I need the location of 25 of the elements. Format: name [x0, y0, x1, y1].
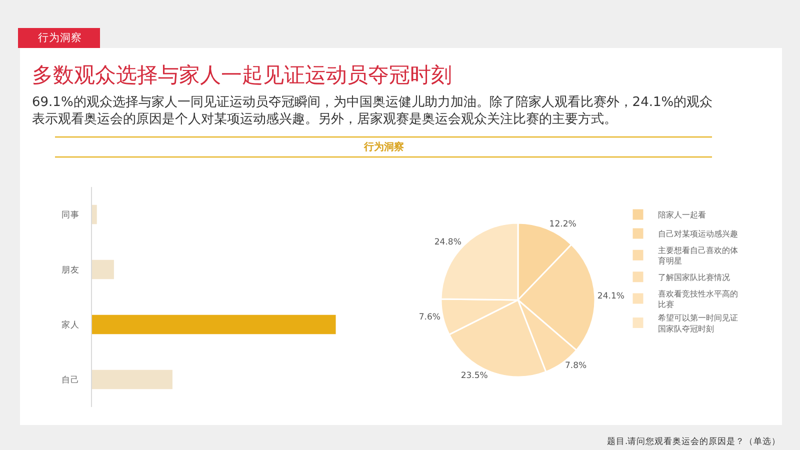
text: 69.1%的观众选择与家人一同见证运动员夺冠瞬间，为中国奥运健儿助力加油。除了陪家人观看比赛外，24.1%的观众表示观看奥运会的原因是个人对某项运动感兴趣。另外，居家观赛是奥运会观众关注比赛的主要方式。	[32, 94, 713, 127]
bar	[92, 370, 172, 390]
text: 题目.请问您观看奥运会的原因是？（单选）	[607, 436, 781, 447]
data-label: 7.8%	[564, 361, 587, 372]
bar	[92, 260, 114, 280]
text: 行为洞察	[38, 31, 82, 44]
legend-label: 自己对某项运动感兴趣	[658, 228, 738, 239]
y-tick-label: 朋友	[61, 264, 80, 276]
legend-label: 喜欢看竞技性水平高的比赛	[658, 288, 738, 310]
legend-label: 了解国家队比赛情况	[658, 272, 730, 282]
bar	[92, 314, 336, 334]
text: 行为洞察	[363, 141, 404, 153]
legend-label: 希望可以第一时间见证国家队夺冠时刻	[658, 312, 738, 334]
y-tick-label: 家人	[61, 319, 80, 330]
y-tick-label: 自己	[61, 374, 80, 386]
legend-label: 陪家人一起看	[658, 210, 706, 220]
data-label: 12.2%	[549, 219, 576, 230]
data-label: 23.5%	[460, 371, 488, 382]
data-label: 7.6%	[418, 312, 440, 323]
data-label: 24.8%	[434, 238, 462, 248]
legend-label: 主要想看自己喜欢的体育明星	[658, 245, 738, 266]
bar	[92, 204, 97, 224]
data-label: 24.1%	[597, 291, 624, 302]
chart-title: 多数观众选择与家人一起见证运动员夺冠时刻	[32, 63, 452, 87]
y-tick-label: 同事	[61, 209, 80, 220]
